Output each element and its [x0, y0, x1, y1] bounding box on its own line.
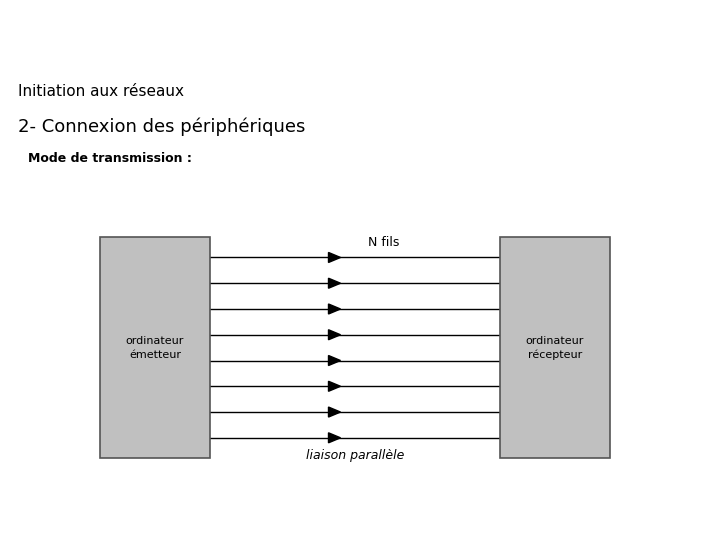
Text: 2- Connexion des périphériques: 2- Connexion des périphériques: [18, 117, 305, 136]
Text: ISN: ISN: [13, 12, 45, 30]
Polygon shape: [328, 278, 341, 288]
Text: liaison parallèle: liaison parallèle: [306, 449, 404, 462]
Polygon shape: [328, 304, 341, 314]
Text: ordinateur: ordinateur: [526, 336, 584, 346]
Text: Informatique et Sciences du Numérique: Informatique et Sciences du Numérique: [13, 38, 415, 57]
Bar: [100, 238, 210, 458]
Text: N fils: N fils: [369, 236, 400, 249]
Text: émetteur: émetteur: [129, 350, 181, 360]
Text: Initiation aux réseaux: Initiation aux réseaux: [18, 84, 184, 99]
Polygon shape: [328, 433, 341, 443]
Polygon shape: [328, 330, 341, 340]
Polygon shape: [328, 407, 341, 417]
Bar: [500, 238, 610, 458]
Text: récepteur: récepteur: [528, 349, 582, 360]
Polygon shape: [328, 381, 341, 391]
Text: ordinateur: ordinateur: [126, 336, 184, 346]
Polygon shape: [328, 355, 341, 366]
Polygon shape: [328, 253, 341, 262]
Text: Mode de transmission :: Mode de transmission :: [28, 152, 192, 165]
